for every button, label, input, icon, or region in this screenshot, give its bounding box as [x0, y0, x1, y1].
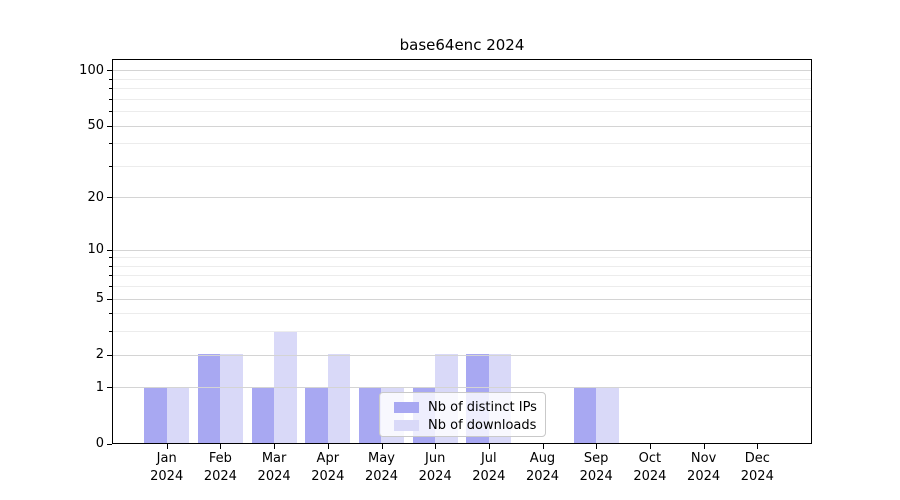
minor-gridline [113, 313, 811, 315]
y-axis-minor-tick [109, 286, 112, 288]
y-axis-minor-tick [109, 331, 112, 333]
bar-distinct-ips-sep [573, 386, 597, 443]
x-axis-tick-label: Feb 2024 [203, 451, 237, 484]
y-axis-minor-tick [109, 98, 112, 100]
legend-label-distinct-ips: Nb of distinct IPs [428, 399, 537, 415]
y-axis-tick-label: 100 [79, 62, 104, 78]
minor-gridline [113, 275, 811, 277]
y-axis-minor-tick [109, 313, 112, 315]
x-axis-tick [703, 444, 705, 449]
minor-gridline [113, 257, 811, 259]
minor-gridline [113, 143, 811, 145]
y-axis-tick [107, 197, 112, 199]
legend-item-downloads: Nb of downloads [394, 417, 537, 433]
x-axis-tick-label: Mar 2024 [257, 451, 291, 484]
y-axis-tick [107, 125, 112, 127]
x-axis-tick-label: Oct 2024 [633, 451, 667, 484]
major-gridline [113, 354, 811, 356]
x-axis-tick-label: Sep 2024 [579, 451, 613, 484]
minor-gridline [113, 111, 811, 113]
y-axis-tick-label: 2 [95, 347, 104, 363]
y-axis-tick [107, 387, 112, 389]
bar-downloads-sep [596, 386, 619, 443]
y-axis-minor-tick [109, 275, 112, 277]
y-axis-minor-tick [109, 143, 112, 145]
x-axis-tick-label: Aug 2024 [525, 451, 560, 484]
x-axis-tick [596, 444, 598, 449]
x-axis-tick [757, 444, 759, 449]
y-axis-minor-tick [109, 265, 112, 267]
y-axis-minor-tick [109, 78, 112, 80]
legend-swatch-distinct-ips [394, 401, 419, 413]
minor-gridline [113, 88, 811, 90]
x-axis-tick-label: May 2024 [364, 451, 399, 484]
x-axis-tick-label: Jul 2024 [472, 451, 506, 484]
x-axis-tick [542, 444, 544, 449]
bar-distinct-ips-apr [305, 386, 328, 443]
x-axis-tick-label: Nov 2024 [687, 451, 721, 484]
x-axis-tick-label: Jun 2024 [418, 451, 452, 484]
x-axis-tick [327, 444, 329, 449]
y-axis-tick [107, 70, 112, 72]
y-axis-minor-tick [109, 111, 112, 113]
major-gridline [113, 249, 811, 251]
plot-area [112, 59, 812, 444]
legend-label-downloads: Nb of downloads [428, 417, 537, 433]
bar-downloads-mar [274, 330, 297, 443]
major-gridline [113, 125, 811, 127]
y-axis-tick [107, 249, 112, 251]
x-axis-tick [649, 444, 651, 449]
minor-gridline [113, 165, 811, 167]
legend-swatch-downloads [394, 419, 419, 431]
minor-gridline [113, 331, 811, 333]
bar-distinct-ips-feb [197, 354, 221, 443]
minor-gridline [113, 286, 811, 288]
y-axis-tick-label: 1 [95, 379, 104, 395]
y-axis-tick-label: 5 [95, 291, 104, 307]
x-axis-tick [435, 444, 437, 449]
y-axis-tick-label: 20 [87, 189, 104, 205]
bar-downloads-apr [327, 354, 351, 443]
x-axis-tick [381, 444, 383, 449]
x-axis-tick-label: Dec 2024 [740, 451, 774, 484]
y-axis-minor-tick [109, 257, 112, 259]
y-axis-tick-label: 0 [95, 436, 104, 451]
y-axis-tick [107, 443, 112, 445]
major-gridline [113, 298, 811, 300]
y-axis-tick-label: 50 [87, 118, 104, 134]
bar-distinct-ips-may [358, 386, 382, 443]
bar-distinct-ips-jan [144, 386, 167, 443]
bar-distinct-ips-mar [251, 386, 275, 443]
y-axis-tick-label: 10 [87, 242, 104, 258]
x-axis-tick [274, 444, 276, 449]
minor-gridline [113, 78, 811, 80]
chart-title: base64enc 2024 [399, 36, 525, 54]
x-axis-tick [488, 444, 490, 449]
major-gridline [113, 387, 811, 389]
x-axis-tick [166, 444, 168, 449]
x-axis-tick [220, 444, 222, 449]
y-axis-tick [107, 354, 112, 356]
major-gridline [113, 197, 811, 199]
y-axis-tick [107, 298, 112, 300]
x-axis-tick-label: Apr 2024 [311, 451, 345, 484]
bar-downloads-feb [220, 354, 243, 443]
legend-item-distinct-ips: Nb of distinct IPs [394, 399, 537, 415]
legend: Nb of distinct IPs Nb of downloads [379, 392, 546, 437]
major-gridline [113, 70, 811, 72]
x-axis-tick-label: Jan 2024 [150, 451, 184, 484]
y-axis-minor-tick [109, 165, 112, 167]
bar-downloads-jan [166, 386, 190, 443]
y-axis-minor-tick [109, 88, 112, 90]
minor-gridline [113, 265, 811, 267]
minor-gridline [113, 98, 811, 100]
plot-inner [113, 60, 811, 443]
